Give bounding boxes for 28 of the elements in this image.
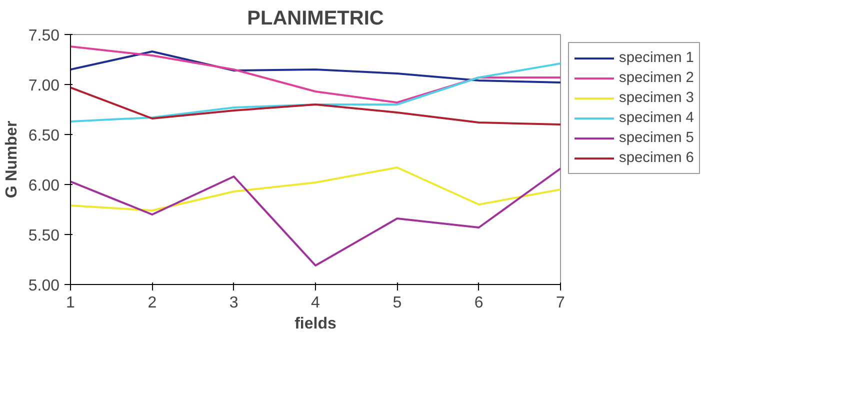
x-tick-label: 2 [148, 294, 157, 312]
y-tick-label: 5.50 [28, 228, 60, 244]
x-tick-label: 1 [66, 294, 76, 312]
line-series [70, 168, 560, 266]
x-tick-label: 4 [311, 294, 320, 312]
y-tick-label: 6.50 [28, 128, 60, 144]
legend-label: specimen 5 [619, 130, 694, 146]
y-tick-label: 7.00 [28, 78, 60, 94]
line-series [70, 62, 560, 122]
line-series [70, 46, 560, 104]
x-tick-label: 5 [392, 294, 402, 312]
chart-title: PLANIMETRIC [247, 8, 384, 30]
x-tick-label: 6 [474, 294, 484, 312]
y-tick-label: 5.00 [28, 278, 60, 294]
legend-label: specimen 2 [619, 70, 694, 86]
legend-label: specimen 6 [619, 150, 694, 166]
legend-label: specimen 1 [619, 50, 694, 66]
y-axis-title: G Number [3, 120, 20, 198]
x-axis-title: fields [294, 316, 336, 332]
x-tick-label: 3 [229, 294, 238, 312]
y-tick-label: 6.00 [28, 178, 60, 194]
legend-label: specimen 4 [619, 110, 694, 126]
y-tick-label: 7.50 [28, 28, 60, 44]
x-tick-label: 7 [556, 294, 566, 312]
line-series [70, 166, 560, 212]
line-series [70, 86, 560, 126]
legend-label: specimen 3 [619, 90, 694, 106]
line-series [70, 50, 560, 84]
